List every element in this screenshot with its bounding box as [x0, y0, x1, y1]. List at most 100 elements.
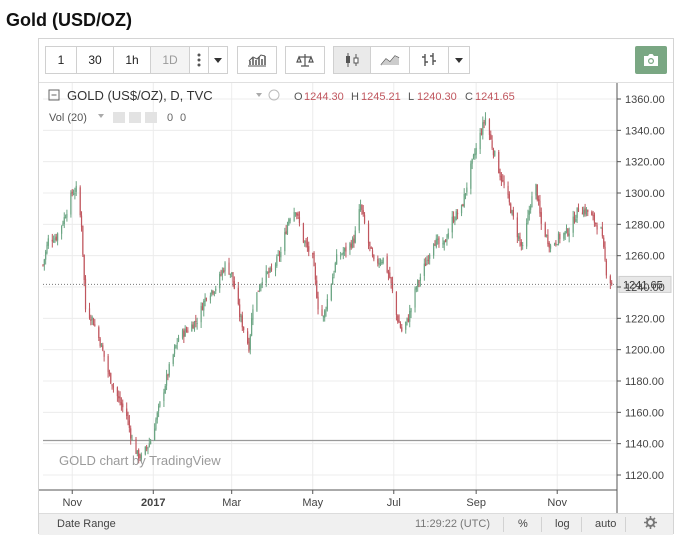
volume-eye-icon — [113, 112, 125, 123]
candle-body — [157, 406, 160, 412]
candle-body — [399, 322, 402, 328]
interval-30-button[interactable]: 30 — [76, 46, 114, 74]
candle-body — [591, 212, 593, 216]
candle-body — [201, 306, 204, 311]
candle-body — [183, 330, 185, 337]
legend-symbol: GOLD (US$/OZ), D, TVC — [67, 88, 213, 103]
candle-body — [604, 246, 606, 260]
volume-value-1: 0 — [167, 112, 173, 124]
interval-1-button[interactable]: 1 — [45, 46, 77, 74]
chart-area[interactable]: 1241.65 1120.00 1140.00 1160.00 1180.00 1200… — [39, 83, 675, 513]
candle-body — [88, 308, 91, 319]
candle-body — [341, 254, 343, 256]
candle-body — [382, 257, 384, 264]
candle-body — [568, 233, 570, 237]
candle-body — [460, 204, 463, 214]
candle-body — [280, 251, 282, 258]
candle-body — [131, 439, 133, 441]
date-range-button[interactable]: Date Range — [57, 518, 116, 530]
candle-body — [362, 210, 364, 215]
candle-body — [342, 251, 344, 255]
candle-body — [530, 206, 532, 210]
candle-body — [545, 235, 548, 237]
candle-body — [215, 288, 217, 291]
candle-body — [414, 288, 416, 308]
candle-body — [539, 200, 541, 214]
candle-body — [223, 270, 225, 272]
candle-body — [204, 297, 206, 302]
more-vertical-icon[interactable] — [189, 46, 209, 74]
candle-body — [112, 386, 115, 388]
candle-body — [536, 184, 538, 200]
settings-gear-icon[interactable] — [644, 516, 657, 532]
candle-body — [435, 238, 437, 248]
candle-body — [257, 290, 259, 292]
y-tick-label: 1200.00 — [625, 345, 665, 357]
candle-body — [195, 320, 197, 322]
log-toggle[interactable]: log — [555, 518, 570, 530]
candle-body — [508, 194, 510, 203]
candle-body — [308, 246, 310, 252]
candle-body — [185, 329, 188, 331]
candle-body — [446, 238, 448, 242]
y-tick-label: 1180.00 — [625, 376, 664, 388]
candle-body — [406, 317, 408, 322]
candle-body — [116, 387, 119, 397]
auto-toggle[interactable]: auto — [595, 518, 617, 530]
candle-body — [224, 262, 226, 272]
candle-body — [518, 236, 520, 239]
candle-body — [377, 258, 379, 264]
candle-body — [353, 238, 355, 244]
candle-body — [326, 299, 328, 310]
candle-body — [354, 230, 356, 243]
candle-body — [167, 374, 169, 376]
candle-body — [389, 272, 391, 278]
last-price-line: 1241.65 — [43, 275, 672, 293]
candle-body — [410, 308, 412, 313]
candle-body — [397, 315, 399, 322]
candlestick-icon[interactable] — [333, 46, 371, 74]
bar-style-icon[interactable] — [409, 46, 449, 74]
candle-body — [592, 214, 594, 217]
candle-body — [83, 254, 85, 280]
candle-body — [350, 243, 352, 248]
candle-body — [61, 225, 63, 234]
indicators-icon[interactable] — [237, 46, 277, 74]
candle-body — [231, 272, 233, 275]
candle-body — [443, 240, 445, 245]
line-style-icon[interactable] — [370, 46, 410, 74]
percent-toggle[interactable]: % — [518, 518, 528, 530]
candle-body — [325, 309, 327, 312]
interval-1h-button[interactable]: 1h — [113, 46, 151, 74]
camera-icon[interactable] — [635, 46, 667, 74]
separator — [503, 517, 504, 532]
candle-body — [55, 236, 57, 240]
candle-body — [196, 323, 198, 325]
separator — [541, 517, 542, 532]
legend-high-value: 1245.21 — [361, 91, 401, 103]
interval-1d-button[interactable]: 1D — [150, 46, 190, 74]
price-chart[interactable]: 1241.65 1120.00 1140.00 1160.00 1180.00 1200… — [39, 83, 675, 513]
interval-dropdown-arrow-icon[interactable] — [208, 46, 228, 74]
candle-body — [407, 318, 409, 322]
candle-body — [62, 223, 64, 225]
candle-body — [425, 263, 427, 267]
candle-body — [298, 217, 301, 224]
style-dropdown-arrow-icon[interactable] — [448, 46, 470, 74]
y-tick-label: 1120.00 — [625, 470, 664, 482]
candle-body — [296, 212, 298, 216]
volume-dropdown-icon — [98, 114, 104, 118]
candle-body — [51, 239, 53, 242]
candle-body — [451, 216, 453, 233]
legend-high-label: H — [351, 91, 359, 103]
candle-body — [442, 243, 444, 245]
candle-body — [596, 225, 598, 230]
candle-body — [130, 428, 132, 439]
candle-body — [490, 134, 492, 140]
candle-body — [452, 215, 455, 222]
compare-icon[interactable] — [285, 46, 325, 74]
candle-body — [482, 122, 484, 135]
candle-body — [248, 341, 250, 352]
candle-body — [516, 217, 518, 238]
candle-body — [593, 214, 596, 223]
